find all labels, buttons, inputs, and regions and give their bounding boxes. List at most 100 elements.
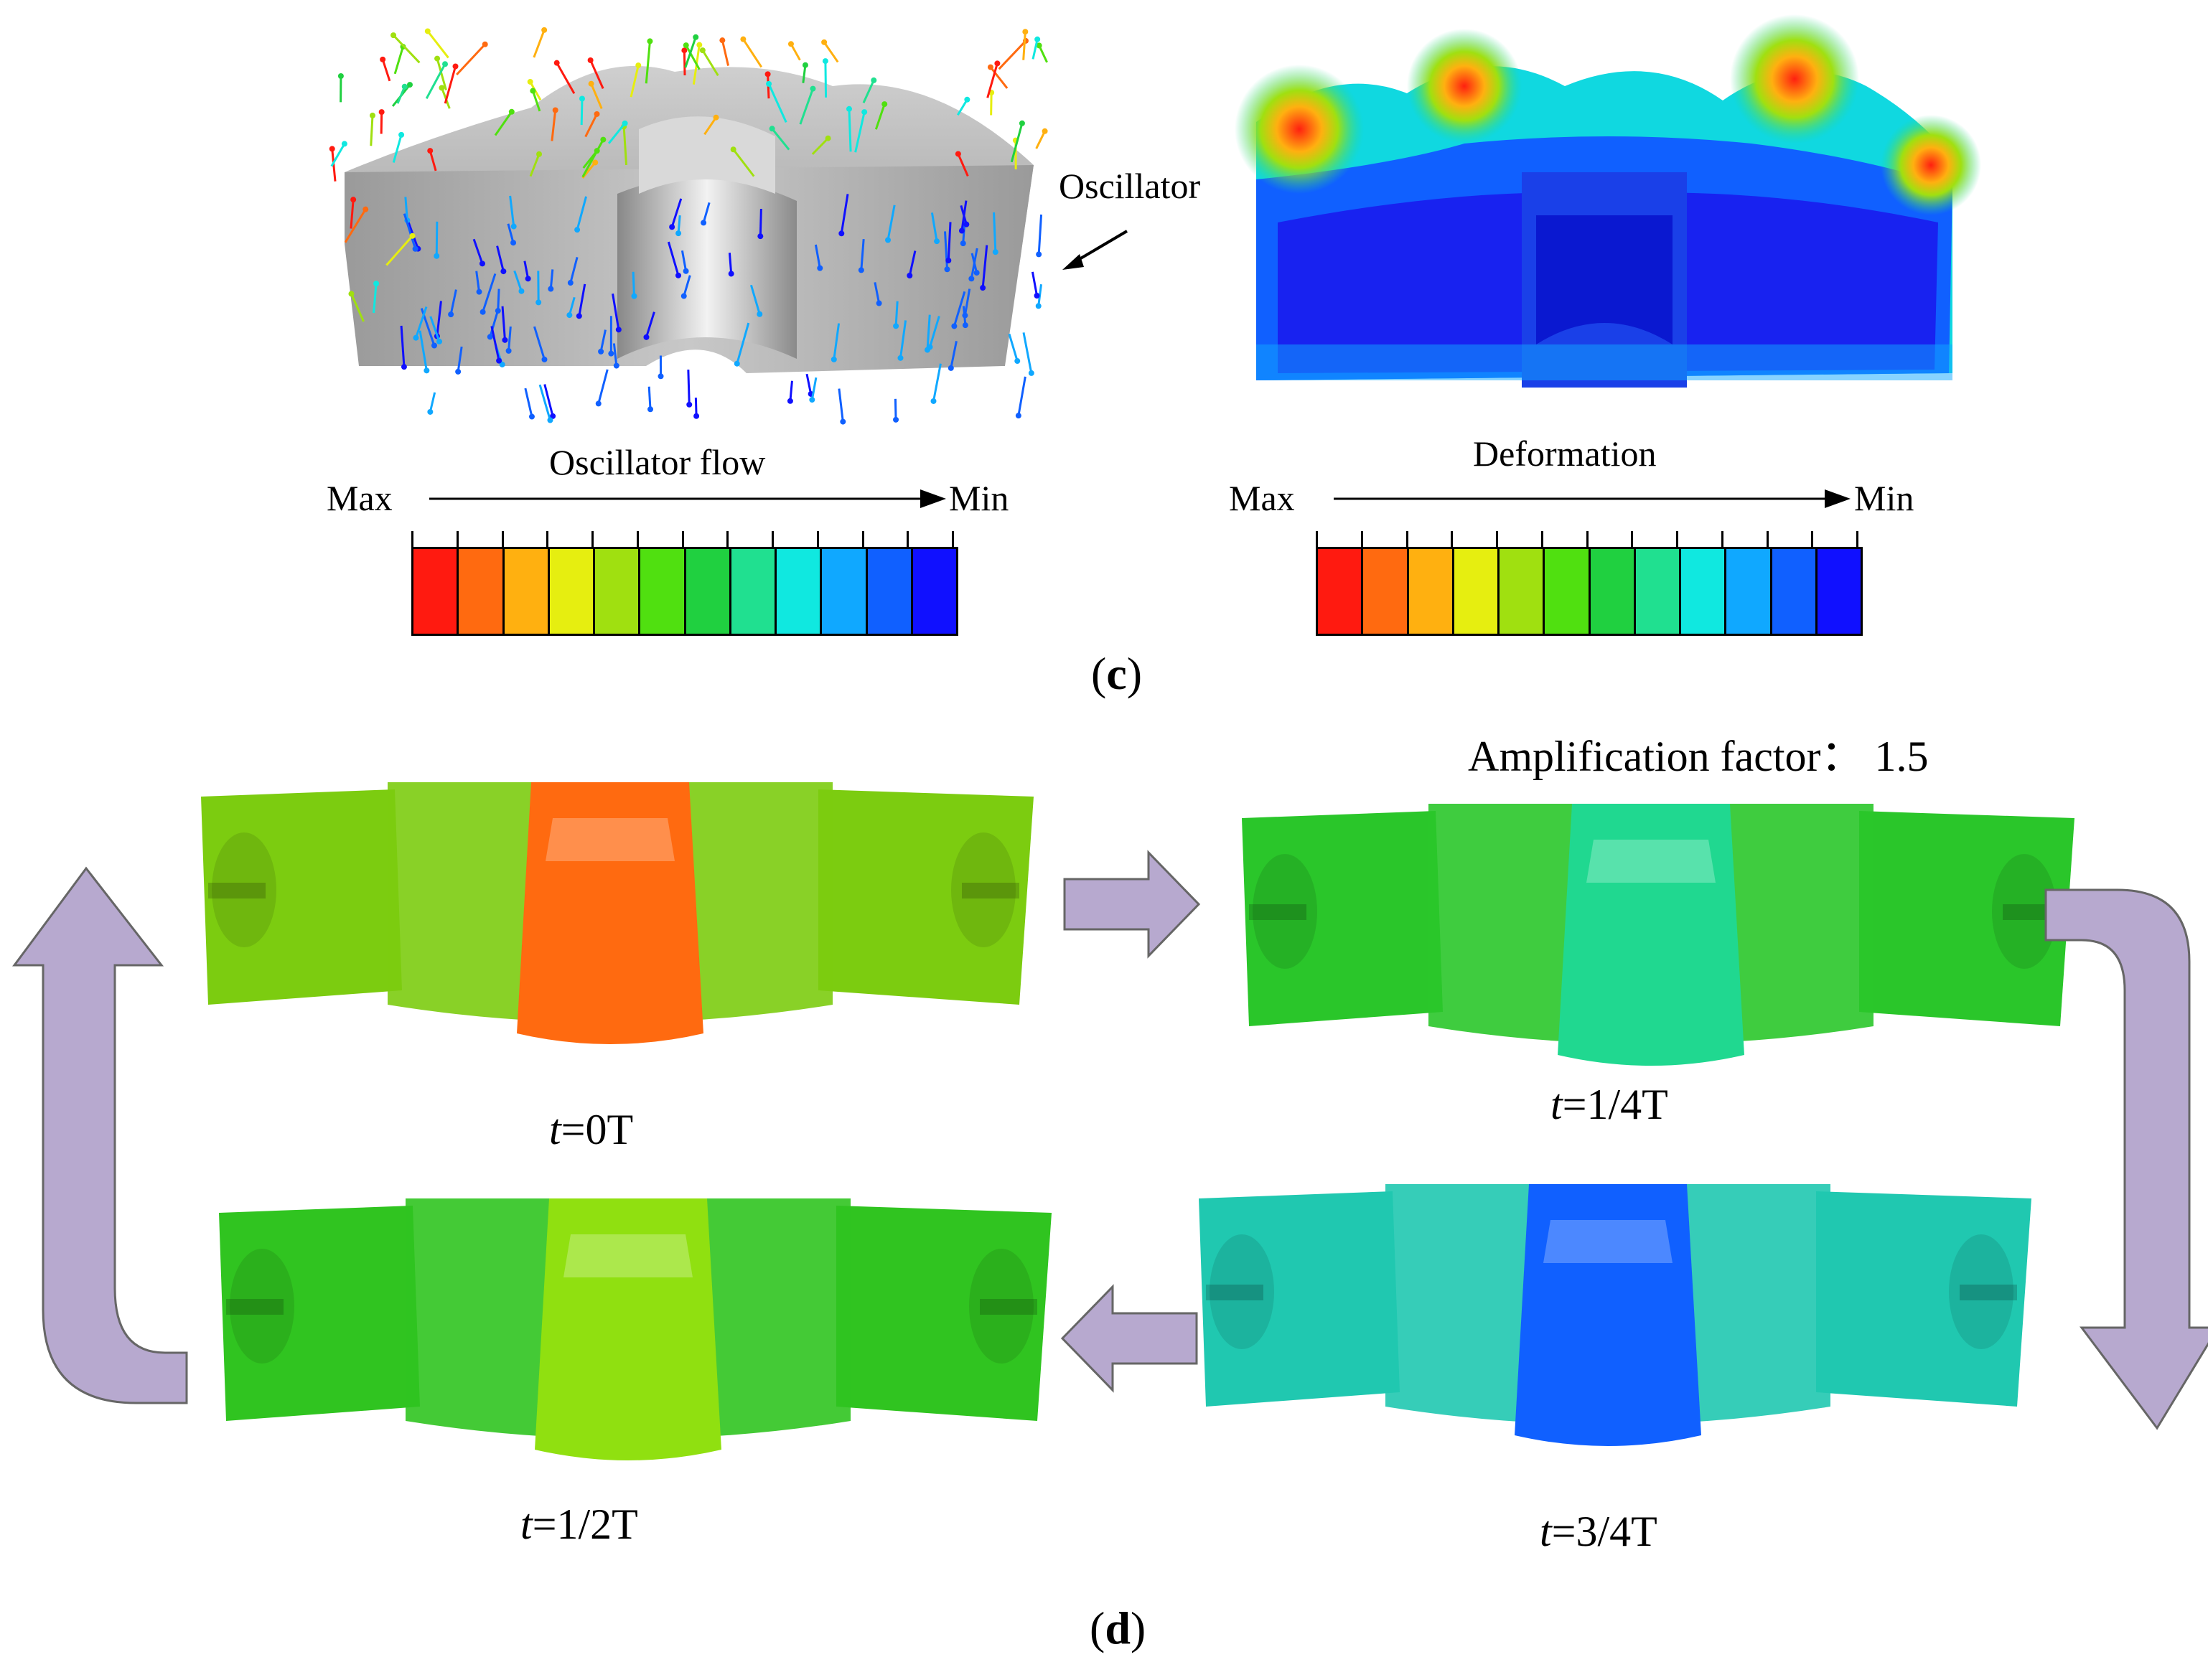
flow-vector-head (505, 347, 512, 354)
flow-vector-head (973, 270, 980, 276)
flow-vector-head (547, 417, 553, 423)
flow-bar-title: Oscillator flow (549, 442, 766, 482)
flow-vector (736, 322, 750, 365)
flow-vector (589, 60, 604, 90)
flow-vector (331, 149, 337, 182)
flow-vector (833, 323, 841, 360)
flow-vector-head (730, 146, 736, 153)
flow-vector-head (413, 334, 419, 341)
flow-vector (998, 39, 1027, 70)
flow-vector (926, 314, 931, 350)
flow-vector (551, 110, 557, 141)
flow-vector (381, 59, 391, 82)
flow-vector-head (810, 85, 816, 92)
flow-vector (957, 99, 968, 116)
colorbar-cell (1406, 549, 1452, 634)
flow-vector-head (787, 41, 794, 47)
flow-vector (950, 340, 958, 369)
flow-vector (680, 250, 688, 272)
colorbar-tick (1360, 531, 1406, 548)
flow-vector-head (846, 105, 852, 112)
flow-vector (894, 398, 897, 420)
flow-vector-head (436, 338, 443, 344)
colorbar-tick (1676, 531, 1721, 548)
flow-vector-head (1015, 413, 1021, 419)
flow-vector-head (510, 240, 517, 246)
flow-vector (930, 212, 938, 242)
flow-vector-head (1036, 42, 1042, 49)
flow-vector (824, 61, 828, 98)
flow-vector-head (658, 373, 664, 380)
flow-vector (392, 134, 403, 163)
flow-vector (576, 196, 587, 230)
flow-vector (612, 343, 618, 366)
flow-vector (482, 273, 497, 313)
flow-vector (721, 39, 730, 66)
colorbar-tick (636, 531, 682, 548)
flow-bar-ticks (411, 531, 954, 548)
flow-vector-head (699, 47, 706, 54)
flow-vector-head (548, 286, 554, 292)
flow-vector-head (592, 159, 599, 166)
flow-vector (456, 43, 486, 76)
flow-vector-head (552, 107, 558, 113)
bore-highlight (563, 1234, 693, 1277)
flow-vector (507, 326, 512, 351)
flow-vector-head (337, 73, 344, 80)
flow-vector (702, 202, 711, 223)
flow-vector-head (809, 397, 815, 403)
flow-vector (953, 291, 966, 327)
flow-vector-head (536, 151, 543, 157)
flow-vector-head (680, 293, 687, 299)
flow-vector (960, 205, 968, 225)
flow-vector (749, 284, 761, 315)
right-wing (1859, 811, 2074, 1026)
bore-highlight (1543, 1220, 1673, 1263)
flow-vector (543, 384, 554, 417)
colorbar-cell (1318, 549, 1362, 634)
state-shape-t0 (201, 782, 1034, 1044)
colorbar-cell (1497, 549, 1543, 634)
state-shape-t-half (219, 1198, 1052, 1460)
flow-vector (580, 98, 584, 126)
flow-vector-head (362, 206, 369, 212)
oscillator-flow-model (329, 27, 1048, 425)
flow-vector-head (897, 355, 904, 361)
flow-vector-head (822, 58, 828, 65)
flow-vector-head (944, 266, 950, 273)
state-label-t-half: t=1/2T (520, 1501, 638, 1548)
flow-vector-head (401, 364, 407, 370)
flow-vector (435, 221, 439, 256)
flow-vector (799, 88, 814, 125)
flow-vector-head (945, 258, 952, 264)
flow-bar-max-label: Max (327, 478, 393, 518)
flow-vector-head (574, 227, 581, 233)
flow-vector (685, 44, 701, 70)
flow-vector (436, 58, 447, 90)
cycle-arrow-left (1060, 1284, 1198, 1393)
flow-vector (425, 63, 446, 100)
center-bore (517, 782, 703, 1044)
flow-vector-head (476, 288, 482, 295)
flow-vector (687, 370, 691, 405)
flow-vector (986, 62, 998, 98)
flow-vector-head (608, 350, 614, 357)
flow-vector (810, 377, 818, 400)
flow-vector (929, 316, 940, 348)
flow-vector (1032, 39, 1039, 60)
deformation-colorbar (1316, 547, 1863, 636)
colorbar-tick (1451, 531, 1496, 548)
state-label-t0: t=0T (549, 1106, 634, 1153)
flow-vector-head (567, 280, 574, 286)
flow-vector (790, 43, 801, 61)
flow-vector-head (528, 413, 535, 420)
deformation-bar-max-label: Max (1229, 478, 1295, 518)
colorbar-cell (775, 549, 820, 634)
flow-vector-head (598, 348, 604, 355)
colorbar-tick (907, 531, 954, 548)
flow-vector-head (502, 337, 508, 343)
colorbar-tick (1766, 531, 1812, 548)
flow-vector-head (802, 62, 808, 68)
flow-vector (814, 244, 821, 268)
flow-vector (444, 66, 457, 104)
